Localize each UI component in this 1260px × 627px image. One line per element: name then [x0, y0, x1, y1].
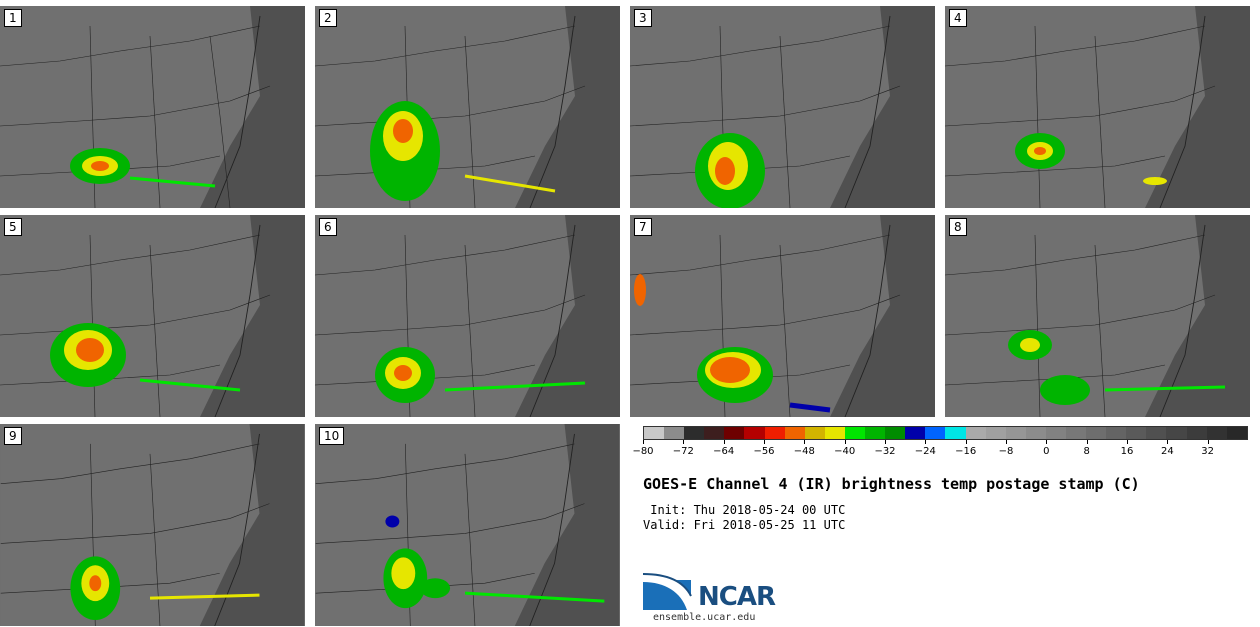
colorbar-tick	[683, 440, 685, 444]
colorbar-tick-label: −40	[834, 446, 856, 457]
colorbar-ticks: −80 −72 −64 −56 −48 −40 −32 −24 −16 −8 0 8 16 24 32	[632, 440, 1248, 458]
colorbar-segment	[1065, 427, 1087, 439]
colorbar-segment	[1106, 427, 1127, 439]
postage-stamp-panel-7: 7	[630, 215, 935, 417]
colorbar-segment	[965, 427, 986, 439]
colorbar-tick-label: −80	[632, 446, 654, 457]
panel-label: 6	[319, 218, 337, 236]
colorbar-segment	[664, 427, 685, 439]
colorbar-tick	[925, 440, 927, 444]
init-time: Init: Thu 2018-05-24 00 UTC	[643, 503, 846, 517]
colorbar-segment	[764, 427, 785, 439]
colorbar-tick-label: −64	[713, 446, 735, 457]
colorbar-tick	[764, 440, 765, 444]
colorbar-tick-label: 16	[1120, 446, 1134, 457]
colorbar-tick	[1167, 440, 1169, 444]
colorbar-tick	[1086, 440, 1088, 444]
colorbar-segment	[804, 427, 825, 439]
panel-label: 4	[949, 9, 967, 27]
colorbar-tick-label: 24	[1160, 446, 1174, 457]
satellite-map	[945, 215, 1250, 417]
colorbar-segment	[985, 427, 1006, 439]
postage-stamp-panel-5: 5	[0, 215, 305, 417]
postage-stamp-panel-6: 6	[315, 215, 620, 417]
colorbar-segment	[905, 427, 926, 439]
colorbar-segment	[724, 427, 745, 439]
colorbar-tick	[965, 440, 967, 444]
satellite-map	[0, 215, 305, 417]
panel-label: 10	[319, 427, 345, 445]
colorbar-segment	[1045, 427, 1066, 439]
colorbar-tick	[885, 440, 886, 444]
colorbar-tick-label: −24	[914, 446, 936, 457]
colorbar-segment	[885, 427, 906, 439]
colorbar-segment	[744, 427, 765, 439]
panel-label: 1	[4, 9, 22, 27]
postage-stamp-panel-8: 8	[945, 215, 1250, 417]
satellite-map	[630, 6, 935, 208]
postage-stamp-panel-9: 9	[0, 424, 305, 626]
panel-label: 2	[319, 9, 337, 27]
colorbar-segment	[865, 427, 886, 439]
logo-url: ensemble.ucar.edu	[653, 612, 756, 623]
satellite-map	[315, 6, 620, 208]
colorbar-tick	[1046, 440, 1048, 444]
colorbar-tick-label: 0	[1043, 446, 1050, 457]
postage-stamp-panel-4: 4	[945, 6, 1250, 208]
colorbar-tick	[1207, 440, 1209, 444]
ncar-logo-icon	[643, 572, 693, 610]
colorbar-tick-label: 32	[1201, 446, 1215, 457]
colorbar-tick	[1127, 440, 1128, 444]
panel-label: 3	[634, 9, 652, 27]
colorbar-tick-label: 8	[1083, 446, 1090, 457]
colorbar-segment	[844, 427, 866, 439]
colorbar-segment	[1186, 427, 1207, 439]
colorbar-segment	[925, 427, 946, 439]
panel-label: 9	[4, 427, 22, 445]
colorbar-tick	[643, 440, 644, 444]
colorbar-segment	[784, 427, 805, 439]
colorbar-tick	[844, 440, 846, 444]
postage-stamp-panel-2: 2	[315, 6, 620, 208]
colorbar-segment	[1146, 427, 1167, 439]
ncar-logo-text: NCAR	[698, 582, 776, 612]
colorbar	[643, 426, 1248, 440]
colorbar-segment	[1025, 427, 1046, 439]
satellite-map	[630, 215, 935, 417]
colorbar-segment	[1086, 427, 1107, 439]
colorbar-tick	[1006, 440, 1007, 444]
satellite-map	[0, 424, 305, 626]
colorbar-tick-label: −48	[793, 446, 815, 457]
satellite-map	[0, 6, 305, 208]
panel-label: 8	[949, 218, 967, 236]
panel-label: 7	[634, 218, 652, 236]
colorbar-tick-label: −32	[874, 446, 896, 457]
colorbar-segment	[644, 427, 665, 439]
satellite-map	[315, 215, 620, 417]
colorbar-tick-label: −72	[672, 446, 694, 457]
valid-time: Valid: Fri 2018-05-25 11 UTC	[643, 518, 846, 532]
colorbar-segment	[1206, 427, 1227, 439]
colorbar-segment	[1126, 427, 1147, 439]
postage-stamp-panel-3: 3	[630, 6, 935, 208]
colorbar-tick-label: −56	[753, 446, 775, 457]
colorbar-segment	[824, 427, 845, 439]
colorbar-segment	[684, 427, 705, 439]
colorbar-tick-label: −16	[955, 446, 977, 457]
colorbar-tick-label: −8	[998, 446, 1014, 457]
postage-stamp-panel-10: 10	[315, 424, 620, 626]
colorbar-tick	[723, 440, 725, 444]
colorbar-segment	[1226, 427, 1247, 439]
satellite-map	[315, 424, 620, 626]
postage-stamp-panel-1: 1	[0, 6, 305, 208]
colorbar-segment	[1005, 427, 1026, 439]
figure-title: GOES-E Channel 4 (IR) brightness temp po…	[643, 475, 1140, 493]
panel-label: 5	[4, 218, 22, 236]
colorbar-tick	[804, 440, 806, 444]
colorbar-segment	[945, 427, 966, 439]
colorbar-segment	[704, 427, 725, 439]
satellite-map	[945, 6, 1250, 208]
colorbar-segment	[1166, 427, 1187, 439]
